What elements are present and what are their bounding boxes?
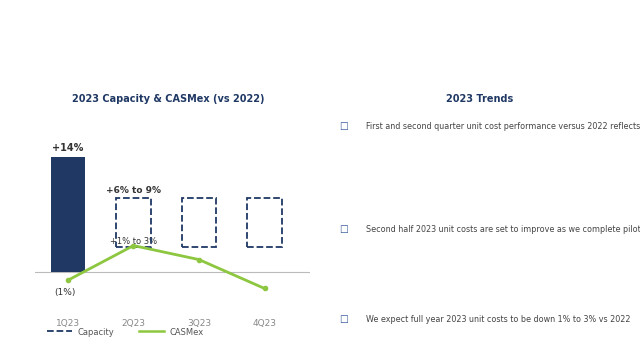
Text: First and second quarter unit cost performance versus 2022 reflects headwinds fr: First and second quarter unit cost perfo…	[366, 122, 640, 131]
Text: ☐: ☐	[339, 315, 348, 325]
Text: +1% to 3%: +1% to 3%	[110, 237, 157, 246]
Text: Unit Cost: Unit Cost	[16, 23, 217, 61]
Text: Second half 2023 unit costs are set to improve as we complete pilot transition t: Second half 2023 unit costs are set to i…	[366, 225, 640, 234]
Text: ☐: ☐	[339, 122, 348, 132]
Text: We expect full year 2023 unit costs to be down 1% to 3% vs 2022: We expect full year 2023 unit costs to b…	[366, 315, 630, 324]
Text: ☐: ☐	[339, 225, 348, 235]
Text: CASMex: CASMex	[170, 328, 204, 337]
Bar	[116, 198, 150, 247]
Text: +14%: +14%	[52, 143, 84, 153]
Bar	[248, 198, 282, 247]
Bar	[51, 157, 85, 272]
Text: 2023 Capacity & CASMex (vs 2022): 2023 Capacity & CASMex (vs 2022)	[72, 94, 264, 104]
Text: (1%): (1%)	[54, 288, 76, 298]
Text: Capacity: Capacity	[77, 328, 114, 337]
Text: 2023 Trends: 2023 Trends	[445, 94, 513, 104]
Text: +6% to 9%: +6% to 9%	[106, 186, 161, 195]
Bar	[182, 198, 216, 247]
